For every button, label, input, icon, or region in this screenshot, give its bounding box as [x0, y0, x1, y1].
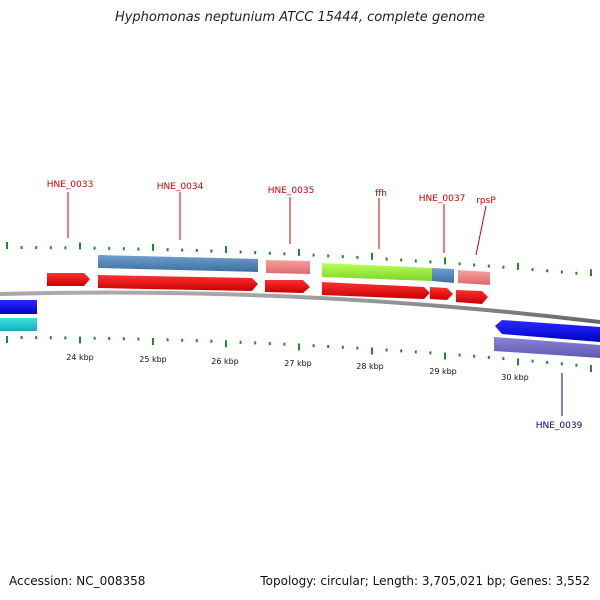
- gene-bar-HNE_0035-product[interactable]: [266, 260, 310, 274]
- kbp-label: 28 kbp: [356, 362, 384, 371]
- gene-arrow-ffh[interactable]: [322, 282, 430, 299]
- gene-label-ffh[interactable]: ffh: [375, 189, 387, 199]
- gene-arrow-HNE_0033[interactable]: [47, 273, 90, 286]
- kbp-label: 26 kbp: [211, 357, 239, 366]
- map-title: Hyphomonas neptunium ATCC 15444, complet…: [114, 10, 486, 25]
- lower-scale-ticks: [6, 336, 592, 373]
- gene-arrow-HNE_0037[interactable]: [430, 287, 453, 300]
- gene-arrow-HNE_0034[interactable]: [98, 275, 258, 291]
- gene-arrow-HNE_0035[interactable]: [265, 280, 310, 293]
- gene-bar-rpsP-product[interactable]: [458, 270, 490, 285]
- genome-backbone: [0, 290, 600, 324]
- gene-bar-left-blue[interactable]: [0, 300, 37, 314]
- gene-bar-left-cyan[interactable]: [0, 318, 37, 331]
- kbp-label: 25 kbp: [139, 355, 167, 364]
- upper-scale-ticks: [6, 242, 592, 277]
- gene-label-HNE_0039[interactable]: HNE_0039: [536, 421, 583, 431]
- gene-label-HNE_0035[interactable]: HNE_0035: [268, 186, 315, 196]
- gene-bar-HNE_0039-product[interactable]: [494, 337, 600, 358]
- kbp-label: 24 kbp: [66, 353, 94, 362]
- gene-arrow-rpsP[interactable]: [456, 290, 488, 304]
- kbp-label: 29 kbp: [429, 367, 457, 376]
- gene-label-HNE_0037[interactable]: HNE_0037: [419, 194, 466, 204]
- kbp-label: 27 kbp: [284, 359, 312, 368]
- gene-label-HNE_0034[interactable]: HNE_0034: [157, 182, 204, 192]
- kbp-label: 30 kbp: [501, 373, 529, 382]
- gene-bar-HNE_0034-product[interactable]: [98, 255, 258, 272]
- gene-label-HNE_0033[interactable]: HNE_0033: [47, 180, 94, 190]
- accession-label: Accession: NC_008358: [9, 574, 146, 588]
- leader-line-rpsP: [475, 205, 487, 256]
- gene-bar-HNE_0037-product[interactable]: [432, 268, 454, 283]
- gene-arrow-HNE_0039[interactable]: [495, 320, 600, 342]
- genome-summary: Topology: circular; Length: 3,705,021 bp…: [260, 574, 590, 588]
- gene-bar-ffh-product[interactable]: [322, 263, 432, 281]
- gene-label-rpsP[interactable]: rpsP: [476, 196, 496, 206]
